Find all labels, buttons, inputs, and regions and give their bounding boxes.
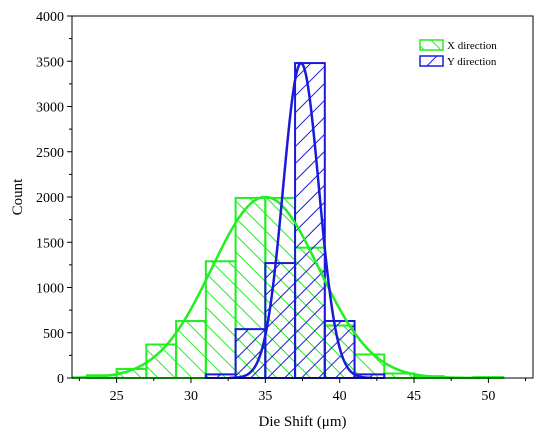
y-tick-label: 3000 [36, 101, 64, 116]
y-tick-label: 1500 [36, 236, 64, 251]
y-tick-label: 500 [43, 327, 64, 342]
y-tick-label: 2500 [36, 146, 64, 161]
bars-layer [85, 62, 505, 380]
x-tick-label: 45 [407, 389, 421, 404]
y-axis-title: Count [10, 178, 26, 216]
legend-label: X direction [447, 40, 497, 52]
x-tick-label: 25 [110, 389, 124, 404]
bar-x-direction [175, 319, 207, 379]
x-tick-label: 40 [333, 389, 347, 404]
y-tick-label: 2000 [36, 191, 64, 206]
x-tick-label: 35 [258, 389, 272, 404]
y-tick-label: 1000 [36, 282, 64, 297]
x-tick-label: 30 [184, 389, 198, 404]
y-tick-label: 3500 [36, 55, 64, 70]
legend-swatch [419, 55, 444, 67]
x-axis-title: Die Shift (μm) [258, 414, 346, 430]
legend-swatch [419, 39, 444, 51]
bar-x-direction [204, 260, 237, 380]
fit-curve-x-direction [71, 195, 480, 380]
bar-y-direction [264, 262, 297, 379]
x-tick-label: 50 [481, 389, 495, 404]
y-tick-label: 4000 [36, 10, 64, 25]
fit-curve-y-direction [229, 61, 373, 380]
legend: X direction Y direction [419, 39, 497, 68]
axes-layer: 25 30 35 40 45 500500100015002000250030003500… [36, 10, 527, 404]
fit-curves-layer [71, 61, 480, 380]
y-tick-label: 0 [57, 372, 64, 387]
legend-label: Y direction [447, 56, 497, 68]
